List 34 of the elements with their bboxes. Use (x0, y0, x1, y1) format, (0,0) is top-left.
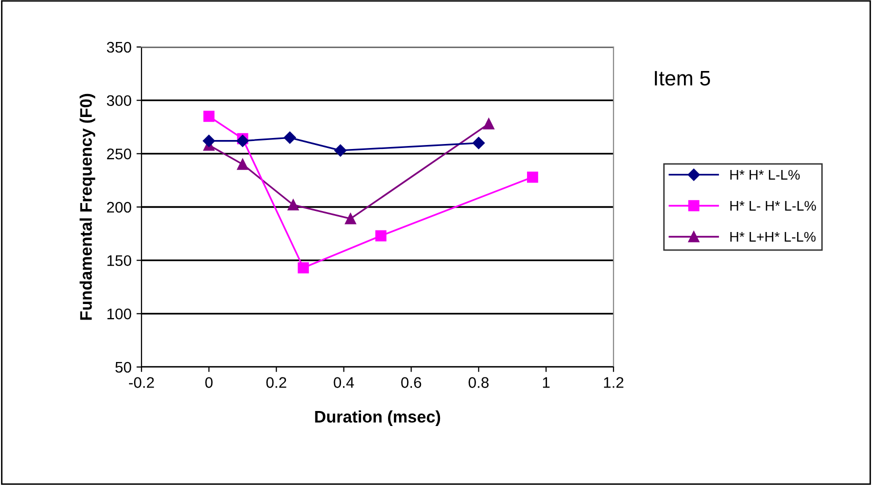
x-tick-label: 0.2 (266, 377, 286, 388)
point (284, 132, 296, 144)
point (344, 213, 356, 224)
point (527, 172, 538, 183)
x-tick-label: 1.2 (604, 377, 624, 388)
point (298, 262, 309, 274)
y-tick-label: 200 (107, 202, 132, 213)
point (483, 118, 494, 130)
text: Item 5 (654, 71, 710, 86)
point (472, 136, 485, 150)
y-tick-label: 150 (107, 255, 132, 266)
legend-label: H* L- H* L-L% (730, 200, 816, 211)
y-tick-label: 300 (106, 95, 132, 106)
point (375, 230, 386, 242)
point (288, 199, 299, 210)
y-tick-label: 50 (115, 362, 132, 373)
legend-label: H* H* L-L% (730, 170, 800, 180)
y-tick-label: 350 (106, 42, 132, 53)
y-tick-label: 250 (107, 148, 132, 160)
point (203, 110, 214, 122)
x-tick-label: -0.2 (129, 377, 154, 388)
point (334, 144, 347, 157)
x-tick-label: 0.8 (468, 377, 489, 388)
y-tick-label: 100 (107, 308, 132, 320)
x-tick-label: 0.6 (401, 377, 422, 388)
y-axis-title: Fundamental Frequency (F0) (80, 94, 96, 320)
x-tick-label: 1 (542, 377, 550, 388)
legend-label: H* L+H* L-L% (730, 232, 816, 242)
point (236, 134, 249, 147)
point (237, 158, 248, 170)
x-tick-label: 0.4 (334, 377, 354, 388)
x-axis-title: Duration (msec) (315, 410, 440, 426)
x-tick-label: 0 (205, 377, 213, 388)
point (202, 134, 216, 147)
